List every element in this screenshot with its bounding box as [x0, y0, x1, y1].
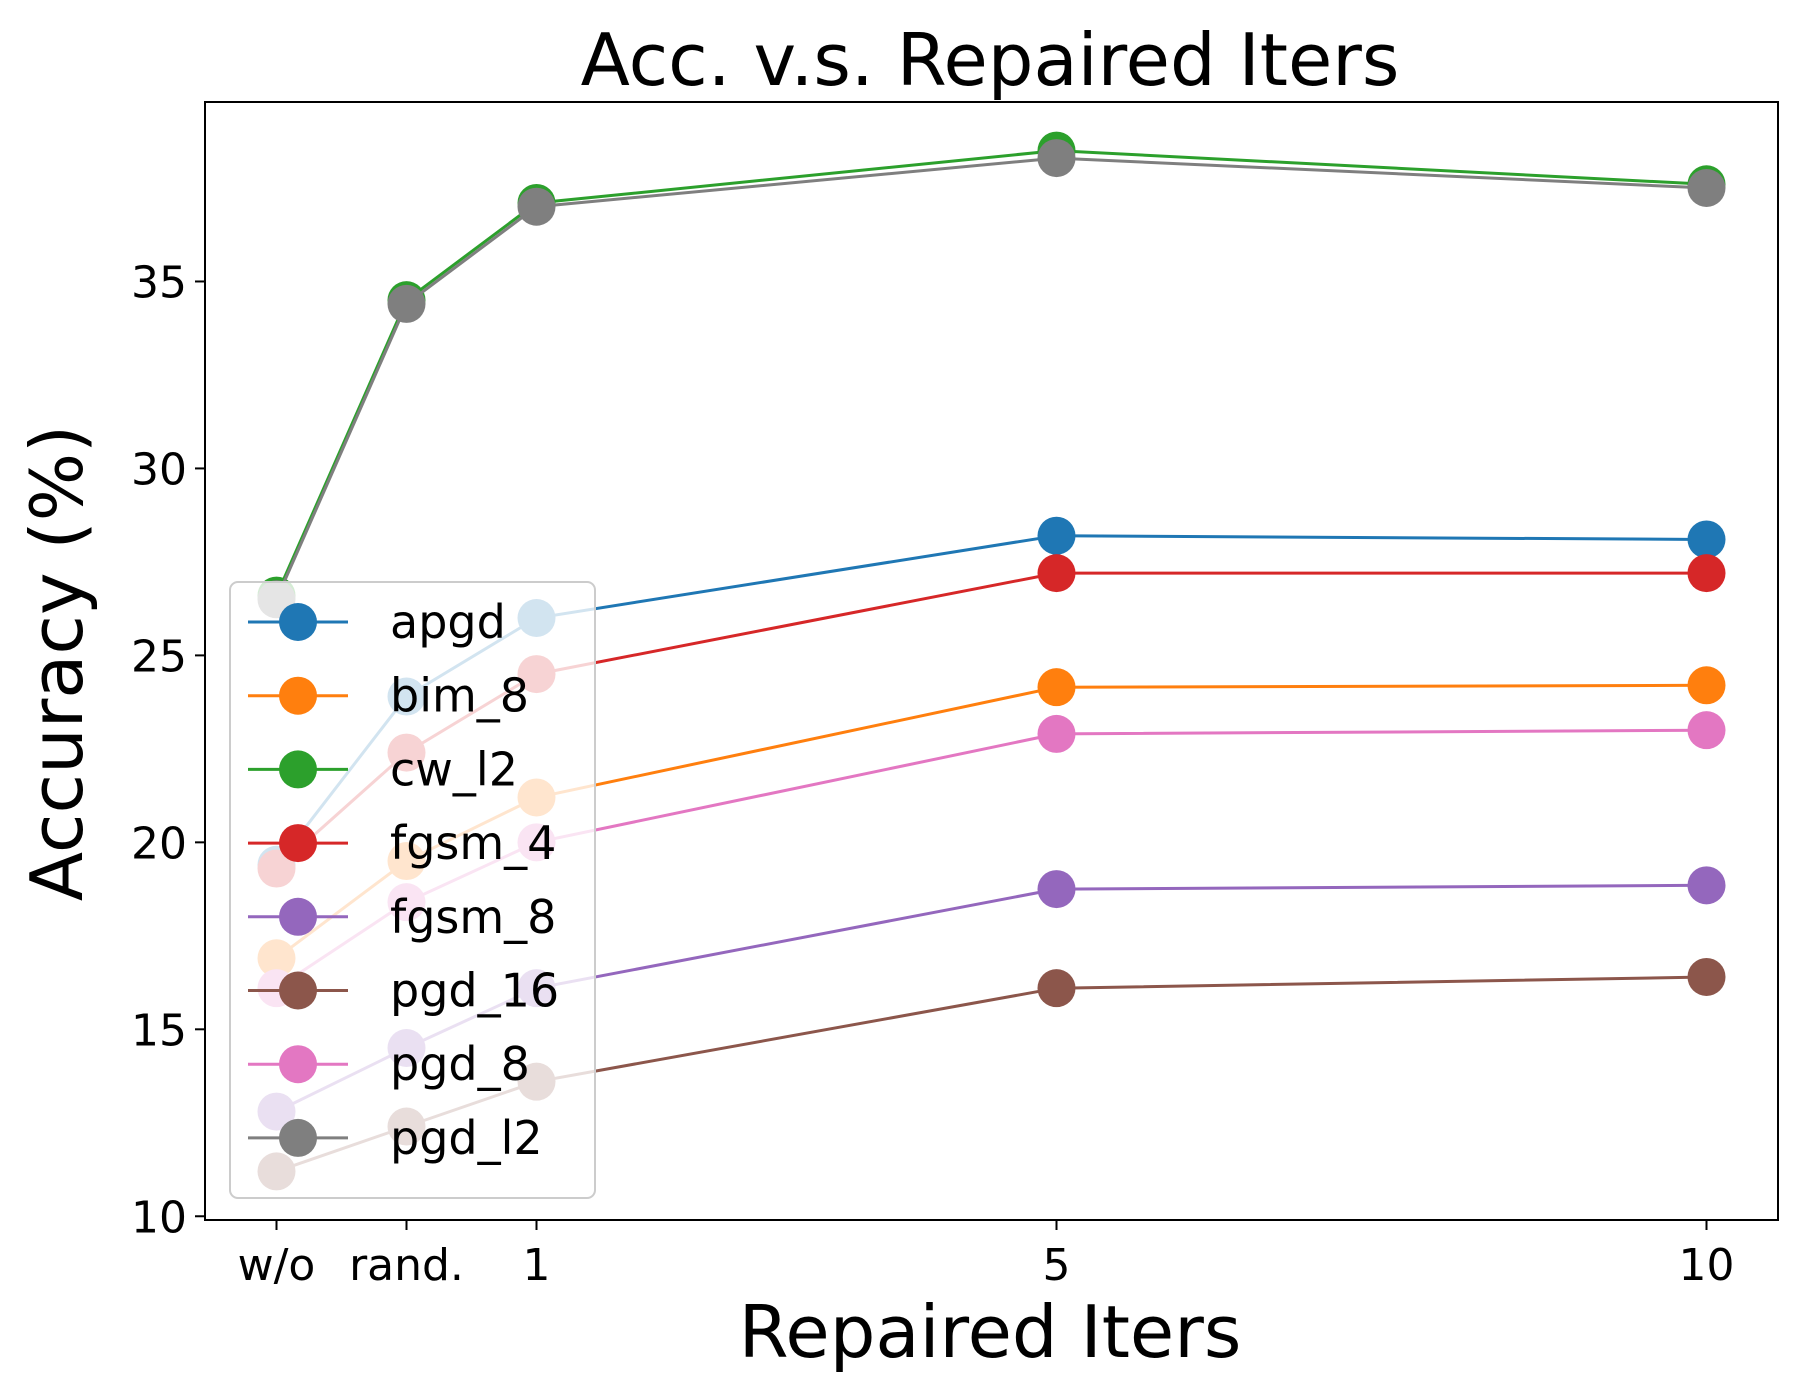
x-tick-label: 5 [1043, 1240, 1071, 1291]
x-tick-label: rand. [349, 1240, 464, 1291]
plot-frame [204, 101, 1779, 1221]
data-point-fgsm-4 [1037, 554, 1076, 593]
data-point-pgd-l2 [517, 187, 556, 226]
data-point-fgsm-8 [1037, 870, 1076, 909]
legend-item-pgd-16: pgd_16 [248, 964, 559, 1018]
legend-label: pgd_16 [390, 964, 559, 1018]
legend: apgd bim_8 cw_l2 fgsm_4 fgsm_8 pgd_16 pgd_8pgd… [229, 581, 596, 1199]
legend-item-pgd-l2: pgd_l2 [248, 1111, 543, 1165]
series-cw-l2 [257, 131, 1726, 615]
legend-marker [279, 603, 317, 641]
x-axis-label: Repaired Iters [739, 1290, 1242, 1374]
legend-marker [279, 1045, 317, 1084]
legend-marker [279, 897, 317, 936]
legend-item-bim-8: bim_8 [248, 669, 529, 723]
legend-marker [279, 750, 317, 789]
data-point-fgsm-8 [1687, 866, 1726, 905]
chart-title: Acc. v.s. Repaired Iters [581, 18, 1400, 102]
data-point-pgd-16 [1037, 969, 1076, 1008]
y-axis: 10 15 20 25 30 35 [131, 257, 205, 1243]
data-point-apgd [1037, 516, 1076, 555]
data-point-pgd-8 [1687, 711, 1726, 750]
x-tick-label: 1 [523, 1240, 551, 1291]
data-point-apgd [1687, 520, 1726, 559]
data-point-pgd-l2 [1037, 139, 1076, 178]
legend-item-fgsm-8: fgsm_8 [248, 890, 556, 944]
y-tick-label: 15 [131, 1005, 187, 1056]
x-tick-label: w/o [238, 1240, 316, 1291]
legend-marker [279, 676, 317, 715]
data-point-pgd-16 [1687, 957, 1726, 996]
legend-label: apgd [390, 595, 506, 649]
y-tick-label: 20 [131, 818, 187, 869]
y-tick-label: 10 [131, 1192, 187, 1243]
data-point-bim-8 [1037, 668, 1076, 707]
series-line-cw-l2 [275, 149, 1707, 597]
legend-label: pgd_l2 [390, 1111, 543, 1165]
legend-marker [279, 971, 317, 1010]
legend-item-fgsm-4: fgsm_4 [248, 816, 556, 870]
legend-label: bim_8 [390, 669, 529, 723]
series-line-pgd-l2 [275, 156, 1707, 600]
x-axis: w/o rand. 1 5 10 [238, 1220, 1735, 1291]
data-point-pgd-l2 [1687, 169, 1726, 207]
legend-label: fgsm_8 [390, 890, 556, 944]
data-point-bim-8 [1687, 666, 1726, 705]
y-tick-label: 25 [131, 631, 187, 682]
legend-marker [279, 824, 317, 863]
legend-item-apgd: apgd [248, 595, 506, 649]
data-point-pgd-8 [1037, 714, 1076, 753]
legend-label: fgsm_4 [390, 816, 556, 870]
x-tick-label: 10 [1679, 1240, 1735, 1291]
y-tick-label: 30 [131, 444, 187, 495]
y-tick-label: 35 [131, 257, 187, 308]
legend-box [229, 581, 596, 1199]
data-point-fgsm-4 [1687, 554, 1726, 593]
plot-area [204, 101, 1779, 1221]
legend-item-pgd-8: pgd_8 [248, 1037, 530, 1091]
legend-label: cw_l2 [390, 742, 518, 796]
y-axis-label: Accuracy (%) [15, 425, 99, 901]
legend-item-cw-l2: cw_l2 [248, 742, 518, 796]
data-point-pgd-l2 [387, 284, 426, 323]
legend-label: pgd_8 [390, 1037, 530, 1091]
legend-marker [279, 1118, 317, 1157]
